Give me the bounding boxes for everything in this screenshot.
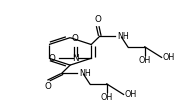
Text: OH: OH xyxy=(139,56,151,65)
Text: O: O xyxy=(49,54,56,63)
Text: O: O xyxy=(72,34,79,43)
Text: O: O xyxy=(94,15,101,24)
Text: NH: NH xyxy=(118,32,129,41)
Text: O: O xyxy=(44,82,51,91)
Text: NH: NH xyxy=(80,69,91,78)
Text: N: N xyxy=(72,54,79,63)
Text: OH: OH xyxy=(125,90,137,99)
Text: OH: OH xyxy=(101,93,113,102)
Text: OH: OH xyxy=(163,53,175,62)
